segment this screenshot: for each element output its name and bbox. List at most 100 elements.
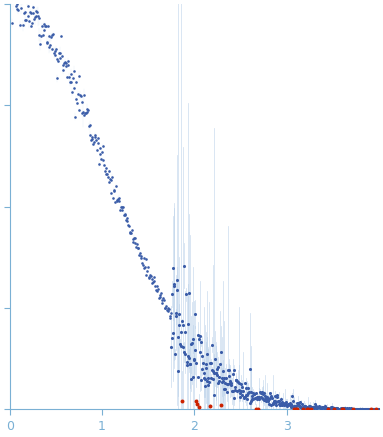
Point [44,39,50,46]
Point [93,136,99,143]
Point [139,259,145,266]
Point [92,134,98,141]
Point [37,40,43,47]
Point [50,31,56,38]
Point [104,170,110,177]
Point [96,161,102,168]
Point [95,139,101,146]
Point [360,406,366,413]
Point [283,398,289,405]
Point [28,10,34,17]
Point [240,387,246,394]
Point [254,395,260,402]
Point [256,395,262,402]
Point [21,17,28,24]
Point [347,406,353,413]
Point [154,282,160,289]
Point [159,300,165,307]
Point [313,403,319,410]
Point [300,403,306,410]
Point [272,393,278,400]
Point [259,388,265,395]
Point [234,378,241,385]
Point [167,312,173,319]
Point [312,401,318,408]
Point [250,389,256,396]
Point [205,382,211,388]
Point [205,375,211,382]
Point [319,404,326,411]
Point [249,392,255,399]
Point [249,395,255,402]
Point [109,174,115,181]
Point [311,403,317,410]
Point [290,398,296,405]
Point [342,405,349,412]
Point [59,53,65,60]
Point [180,344,186,351]
Point [170,329,176,336]
Point [282,400,288,407]
Point [336,405,342,412]
Point [129,227,135,234]
Point [97,145,103,152]
Point [331,406,337,413]
Point [36,15,42,22]
Point [344,406,350,413]
Point [299,401,305,408]
Point [31,15,37,22]
Point [157,291,163,298]
Point [284,401,290,408]
Point [180,321,186,328]
Point [307,402,313,409]
Point [257,393,264,400]
Point [352,406,358,413]
Point [331,405,337,412]
Point [301,402,307,409]
Point [166,306,172,313]
Point [214,372,220,379]
Point [164,306,170,313]
Point [165,308,171,315]
Point [147,271,153,278]
Point [323,404,329,411]
Point [255,393,261,400]
Point [190,373,196,380]
Point [204,351,210,358]
Point [322,405,328,412]
Point [113,182,119,189]
Point [362,405,368,412]
Point [86,123,92,130]
Point [295,401,301,408]
Point [135,245,141,252]
Point [41,21,47,28]
Point [41,26,47,33]
Point [182,329,188,336]
Point [111,187,118,194]
Point [183,358,190,365]
Point [239,392,246,399]
Point [124,215,131,222]
Point [91,139,97,146]
Point [347,405,354,412]
Point [286,402,293,409]
Point [191,356,197,363]
Point [69,89,75,96]
Point [228,380,234,387]
Point [29,19,35,26]
Point [186,355,192,362]
Point [253,406,259,413]
Point [75,90,81,97]
Point [75,73,82,80]
Point [133,239,139,246]
Point [169,335,175,342]
Point [372,406,378,413]
Point [355,405,361,412]
Point [235,378,241,385]
Point [342,406,348,413]
Point [150,279,156,286]
Point [191,355,197,362]
Point [32,14,38,21]
Point [221,385,227,392]
Point [330,405,336,412]
